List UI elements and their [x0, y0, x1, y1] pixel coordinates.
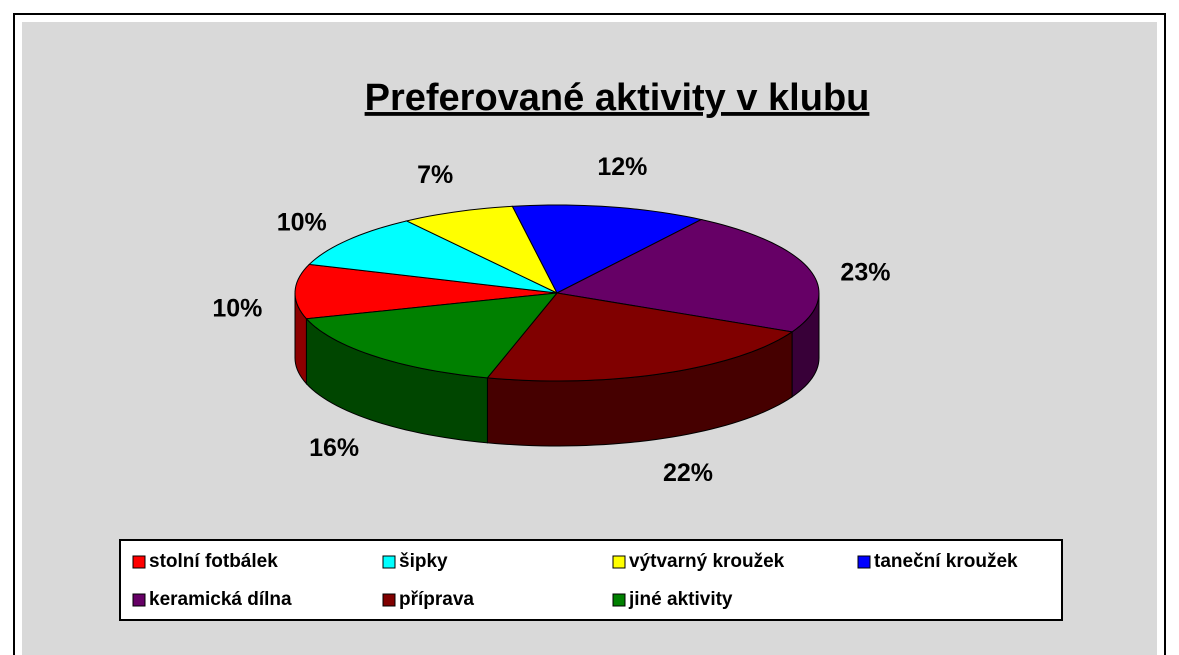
- legend-swatch: [382, 555, 396, 569]
- legend-swatch: [382, 593, 396, 607]
- legend-label: výtvarný kroužek: [629, 551, 785, 572]
- data-label: 10%: [212, 295, 262, 323]
- slice: [511, 204, 703, 294]
- legend-label: jiné aktivity: [628, 589, 733, 610]
- slice: [305, 292, 559, 379]
- legend-swatch: [132, 555, 146, 569]
- chart-title: Preferované aktivity v klubu: [365, 77, 870, 119]
- legend-label: šipky: [399, 551, 448, 572]
- slice: [486, 292, 794, 382]
- legend-label: stolní fotbálek: [149, 551, 278, 572]
- data-label: 22%: [663, 459, 713, 487]
- data-label: 23%: [840, 259, 890, 287]
- legend-swatch: [132, 593, 146, 607]
- legend-box: [119, 539, 1063, 621]
- slice: [308, 220, 558, 294]
- data-label: 16%: [309, 434, 359, 462]
- legend-swatch: [857, 555, 871, 569]
- data-label: 7%: [417, 161, 453, 189]
- legend-label: příprava: [399, 589, 474, 610]
- legend-label: keramická dílna: [149, 589, 292, 610]
- legend-swatch: [612, 593, 626, 607]
- legend-label: taneční kroužek: [874, 551, 1018, 572]
- data-label: 10%: [277, 209, 327, 237]
- legend-swatch: [612, 555, 626, 569]
- slice: [294, 263, 558, 320]
- data-label: 12%: [597, 153, 647, 181]
- slice: [405, 205, 559, 295]
